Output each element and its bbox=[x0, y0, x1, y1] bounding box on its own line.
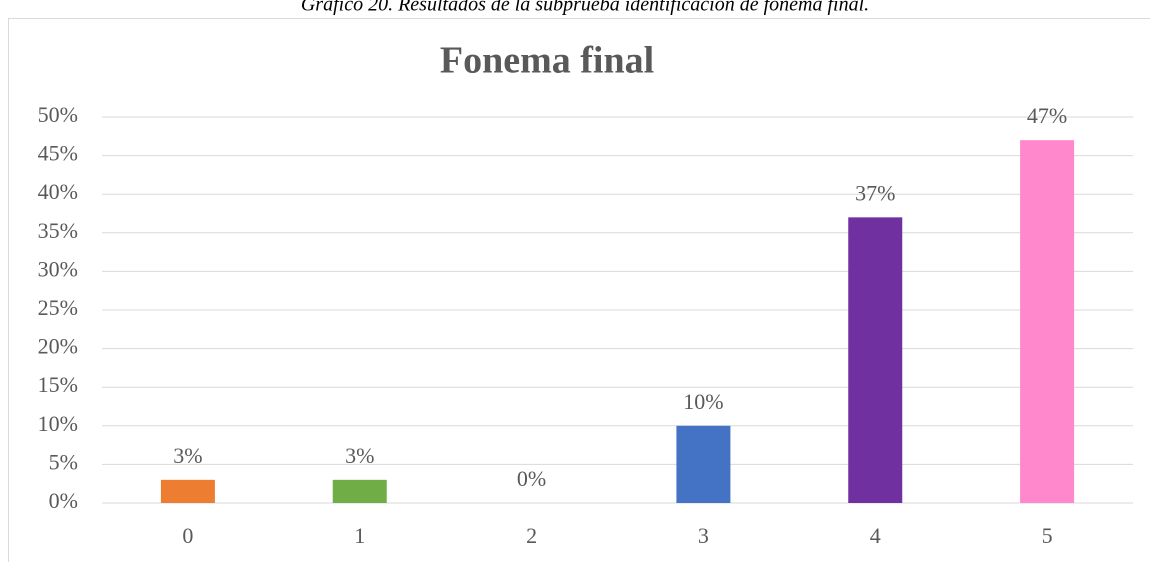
bar bbox=[848, 217, 903, 504]
y-tick-label: 30% bbox=[38, 256, 78, 281]
x-tick-label: 4 bbox=[870, 523, 881, 548]
x-tick-label: 3 bbox=[698, 523, 709, 548]
y-tick-label: 40% bbox=[38, 179, 78, 204]
bar bbox=[1020, 140, 1075, 503]
x-tick-label: 1 bbox=[354, 523, 365, 548]
value-label: 3% bbox=[173, 443, 202, 468]
y-tick-label: 10% bbox=[38, 411, 78, 436]
x-tick-label: 0 bbox=[182, 523, 193, 548]
y-tick-label: 20% bbox=[38, 334, 78, 359]
chart-title: Fonema final bbox=[440, 40, 654, 82]
y-tick-label: 50% bbox=[38, 102, 78, 127]
value-label: 0% bbox=[517, 466, 546, 491]
y-tick-label: 15% bbox=[38, 372, 78, 397]
value-label: 37% bbox=[855, 180, 895, 205]
y-tick-label: 0% bbox=[49, 488, 78, 513]
bar bbox=[160, 479, 215, 503]
y-tick-label: 5% bbox=[49, 449, 78, 474]
bar bbox=[332, 479, 387, 503]
chart-frame bbox=[8, 18, 1150, 562]
value-label: 10% bbox=[683, 389, 723, 414]
y-tick-label: 35% bbox=[38, 218, 78, 243]
caption: Gráfico 20. Resultados de la subprueba i… bbox=[301, 0, 869, 16]
value-label: 47% bbox=[1027, 103, 1067, 128]
x-tick-label: 2 bbox=[526, 523, 537, 548]
y-tick-label: 25% bbox=[38, 295, 78, 320]
value-label: 3% bbox=[345, 443, 374, 468]
x-tick-label: 5 bbox=[1042, 523, 1053, 548]
y-tick-label: 45% bbox=[38, 141, 78, 166]
bar bbox=[676, 425, 731, 503]
